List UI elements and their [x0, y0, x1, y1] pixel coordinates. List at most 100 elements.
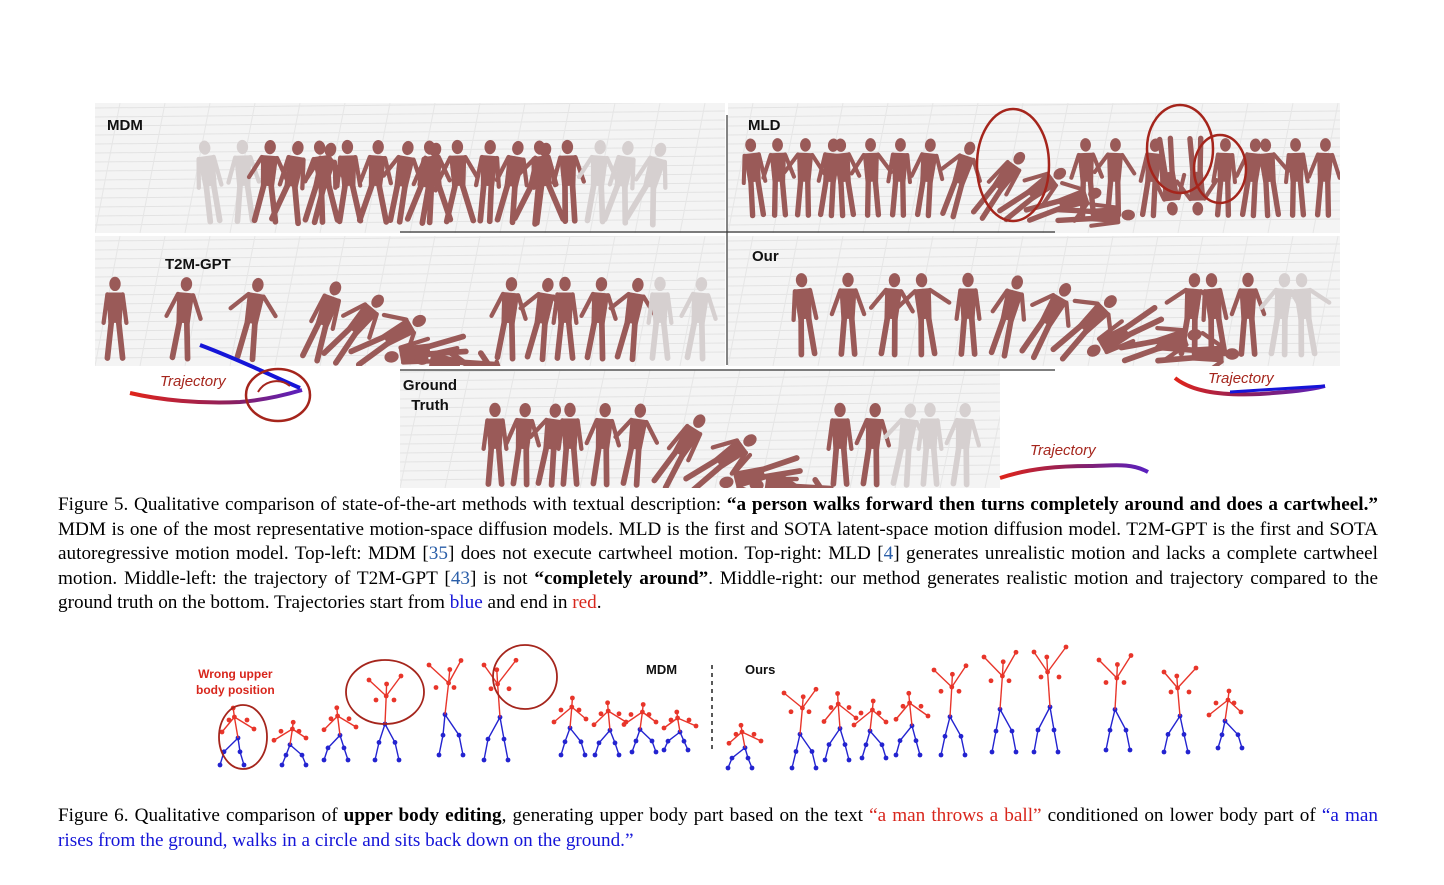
skeleton-figure	[366, 673, 404, 763]
human-figure	[773, 475, 842, 488]
skeleton-figure	[851, 698, 889, 761]
skeleton-figure	[893, 690, 931, 758]
gt-trajectory	[999, 463, 1149, 480]
human-figure	[624, 142, 668, 228]
human-figure	[164, 277, 203, 362]
highlight-circle	[975, 107, 1051, 223]
human-figure	[954, 272, 982, 357]
human-figure	[228, 277, 278, 363]
human-figure	[1201, 273, 1229, 358]
skeleton-figure	[981, 649, 1019, 755]
panel-t2mgpt: T2M-GPT	[95, 236, 725, 366]
citation-link[interactable]: 35	[428, 543, 448, 564]
trajectory-label-our: Trajectory	[1208, 370, 1274, 387]
skeleton-figure	[217, 705, 257, 768]
skeleton-figure	[821, 691, 859, 763]
human-figure	[303, 140, 346, 225]
human-figure	[1307, 138, 1340, 218]
human-figure	[531, 140, 567, 226]
t2mgpt-trajectory	[129, 388, 303, 405]
human-figure	[940, 141, 982, 220]
label-ground-truth: Ground Truth	[400, 376, 460, 416]
panel-our: Our	[728, 236, 1340, 366]
human-figure	[1246, 138, 1291, 219]
human-figure	[916, 402, 944, 487]
human-figure	[944, 402, 982, 488]
human-figure	[613, 403, 660, 488]
skeleton-figure	[725, 722, 764, 771]
human-figure	[438, 348, 507, 366]
human-figure	[1276, 273, 1332, 358]
human-figure	[1086, 305, 1165, 357]
human-figure	[481, 402, 509, 487]
skeleton-figure	[621, 702, 659, 755]
skeleton-figure	[1096, 653, 1134, 753]
human-figure	[679, 277, 718, 362]
human-figure	[348, 312, 426, 366]
annotation-wrong-upper-body: Wrong upper body position	[196, 667, 275, 697]
skeleton-figure	[551, 695, 589, 758]
skeleton-figure	[1161, 665, 1199, 755]
human-figure	[1211, 138, 1237, 218]
human-figure	[246, 139, 290, 225]
mld-figures	[728, 103, 1340, 233]
human-figure	[849, 138, 894, 218]
caption-quote: “a person walks forward then turns compl…	[726, 494, 1378, 515]
human-figure	[417, 140, 454, 226]
human-figure	[782, 138, 827, 218]
human-figure	[1069, 138, 1104, 218]
human-figure	[997, 167, 1067, 223]
citation-link[interactable]: 4	[883, 543, 894, 564]
highlight-circle	[345, 659, 425, 725]
human-figure	[608, 277, 658, 363]
human-figure	[883, 403, 930, 488]
human-figure	[646, 276, 674, 361]
trajectory-label-gt: Trajectory	[1030, 442, 1096, 459]
human-figure	[896, 273, 952, 358]
human-figure	[584, 402, 622, 488]
human-figure	[437, 139, 480, 225]
human-figure	[791, 273, 819, 358]
figure-5-caption: Figure 5. Qualitative comparison of stat…	[58, 494, 1378, 613]
human-figure	[321, 294, 384, 366]
human-figure	[504, 402, 542, 488]
human-figure	[466, 350, 504, 366]
human-figure	[1092, 138, 1137, 218]
human-figure	[1284, 138, 1310, 218]
panel-ground-truth: Ground Truth	[400, 370, 1000, 488]
gt-figures	[400, 370, 1000, 488]
skeleton-figure	[321, 705, 359, 763]
human-figure	[801, 477, 838, 488]
highlight-circle	[1192, 133, 1248, 205]
human-figure	[356, 139, 394, 225]
label-our: Our	[752, 248, 779, 265]
highlight-circle	[492, 644, 558, 710]
human-figure	[909, 138, 945, 219]
human-figure	[579, 277, 618, 362]
trajectories	[129, 343, 1326, 480]
label-mdm: MDM	[107, 117, 143, 134]
human-figure	[761, 138, 796, 218]
label-mld: MLD	[748, 117, 781, 134]
human-figure	[473, 139, 501, 225]
highlight-circle	[218, 704, 268, 770]
human-figure	[719, 452, 803, 488]
human-figure	[829, 272, 867, 357]
label-t2mgpt: T2M-GPT	[165, 256, 231, 273]
citation-link[interactable]: 43	[450, 567, 470, 589]
skeleton-figure	[426, 658, 466, 758]
human-figure	[854, 402, 892, 488]
mdm-figures	[95, 103, 725, 233]
label-gt-line1: Ground	[402, 377, 458, 394]
human-figure	[269, 140, 306, 227]
human-figure	[101, 276, 129, 361]
skeleton-figure	[271, 719, 309, 768]
skeleton-figure	[1031, 644, 1069, 755]
human-figure	[226, 139, 261, 225]
t2mgpt-figures	[95, 236, 725, 366]
skeleton-figure	[661, 709, 699, 753]
human-figure	[886, 138, 912, 218]
our-figures	[728, 236, 1340, 366]
human-figure	[576, 139, 620, 225]
human-figure	[556, 402, 584, 487]
